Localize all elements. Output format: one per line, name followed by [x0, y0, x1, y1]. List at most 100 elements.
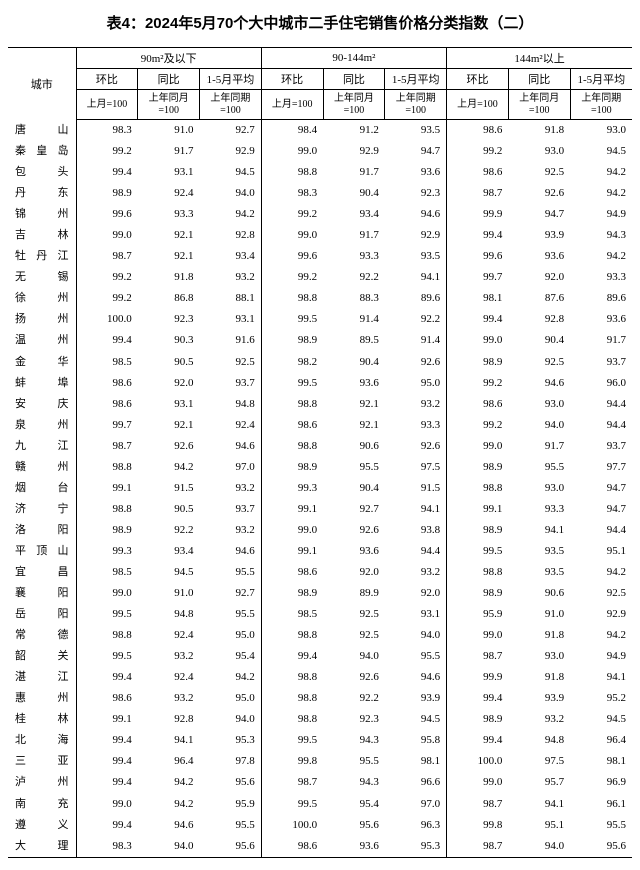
value-cell: 91.7 [323, 225, 385, 246]
value-cell: 92.4 [138, 183, 200, 204]
value-cell: 98.8 [261, 625, 323, 646]
value-cell: 95.4 [200, 646, 262, 667]
value-cell: 91.0 [138, 583, 200, 604]
value-cell: 92.2 [323, 688, 385, 709]
city-cell: 烟台 [8, 478, 76, 499]
value-cell: 98.2 [261, 352, 323, 373]
value-cell: 94.2 [570, 183, 632, 204]
value-cell: 92.2 [323, 267, 385, 288]
value-cell: 94.8 [200, 394, 262, 415]
city-cell: 赣州 [8, 457, 76, 478]
value-cell: 100.0 [447, 751, 509, 772]
value-cell: 95.0 [200, 688, 262, 709]
value-cell: 89.5 [323, 330, 385, 351]
table-title: 表4：2024年5月70个大中城市二手住宅销售价格分类指数（二） [8, 12, 632, 33]
table-row: 锦州99.693.394.299.293.494.699.994.794.9 [8, 204, 632, 225]
value-cell: 98.9 [76, 520, 138, 541]
value-cell: 93.7 [200, 499, 262, 520]
value-cell: 93.8 [385, 520, 447, 541]
city-cell: 秦皇岛 [8, 141, 76, 162]
value-cell: 93.2 [138, 646, 200, 667]
city-cell: 平顶山 [8, 541, 76, 562]
value-cell: 98.6 [261, 562, 323, 583]
table-body: 唐山98.391.092.798.491.293.598.691.893.0秦皇… [8, 120, 632, 858]
city-cell: 唐山 [8, 120, 76, 142]
value-cell: 92.4 [138, 667, 200, 688]
value-cell: 93.2 [385, 394, 447, 415]
city-cell: 丹东 [8, 183, 76, 204]
value-cell: 98.9 [447, 457, 509, 478]
value-cell: 99.6 [261, 246, 323, 267]
value-cell: 92.1 [138, 415, 200, 436]
hdr-sub: 1-5月平均 [385, 69, 447, 90]
value-cell: 87.6 [508, 288, 570, 309]
value-cell: 98.6 [261, 836, 323, 858]
table-row: 赣州98.894.297.098.995.597.598.995.597.7 [8, 457, 632, 478]
value-cell: 93.2 [200, 267, 262, 288]
value-cell: 88.3 [323, 288, 385, 309]
value-cell: 92.9 [385, 225, 447, 246]
value-cell: 93.1 [200, 309, 262, 330]
value-cell: 92.3 [323, 709, 385, 730]
value-cell: 94.1 [138, 730, 200, 751]
value-cell: 98.8 [261, 709, 323, 730]
value-cell: 94.6 [508, 373, 570, 394]
table-row: 桂林99.192.894.098.892.394.598.993.294.5 [8, 709, 632, 730]
value-cell: 92.5 [508, 162, 570, 183]
value-cell: 99.2 [261, 204, 323, 225]
city-cell: 洛阳 [8, 520, 76, 541]
value-cell: 94.7 [570, 478, 632, 499]
value-cell: 99.7 [447, 267, 509, 288]
value-cell: 94.4 [385, 541, 447, 562]
value-cell: 94.0 [200, 709, 262, 730]
value-cell: 98.6 [447, 162, 509, 183]
price-index-table: 城市 90m²及以下 90-144m² 144m²以上 环比 同比 1-5月平均… [8, 47, 632, 858]
value-cell: 94.4 [570, 394, 632, 415]
value-cell: 96.4 [138, 751, 200, 772]
value-cell: 100.0 [261, 815, 323, 836]
value-cell: 91.7 [508, 436, 570, 457]
city-cell: 蚌埠 [8, 373, 76, 394]
value-cell: 93.9 [508, 225, 570, 246]
value-cell: 92.5 [200, 352, 262, 373]
value-cell: 92.7 [200, 583, 262, 604]
value-cell: 94.1 [508, 520, 570, 541]
value-cell: 94.6 [200, 541, 262, 562]
value-cell: 93.4 [138, 541, 200, 562]
value-cell: 92.6 [385, 352, 447, 373]
value-cell: 91.5 [385, 478, 447, 499]
table-row: 三亚99.496.497.899.895.598.1100.097.598.1 [8, 751, 632, 772]
value-cell: 92.8 [200, 225, 262, 246]
table-row: 平顶山99.393.494.699.193.694.499.593.595.1 [8, 541, 632, 562]
table-row: 湛江99.492.494.298.892.694.699.991.894.1 [8, 667, 632, 688]
city-cell: 泸州 [8, 772, 76, 793]
value-cell: 98.7 [447, 836, 509, 858]
value-cell: 97.0 [385, 794, 447, 815]
value-cell: 98.7 [447, 646, 509, 667]
value-cell: 98.8 [76, 499, 138, 520]
table-row: 温州99.490.391.698.989.591.499.090.491.7 [8, 330, 632, 351]
hdr-sub: 同比 [138, 69, 200, 90]
value-cell: 89.6 [570, 288, 632, 309]
value-cell: 95.3 [385, 836, 447, 858]
value-cell: 88.1 [200, 288, 262, 309]
value-cell: 96.9 [570, 772, 632, 793]
value-cell: 92.0 [138, 373, 200, 394]
table-row: 烟台99.191.593.299.390.491.598.893.094.7 [8, 478, 632, 499]
value-cell: 94.9 [570, 646, 632, 667]
value-cell: 98.7 [447, 794, 509, 815]
value-cell: 94.3 [323, 730, 385, 751]
value-cell: 90.5 [138, 499, 200, 520]
value-cell: 94.3 [323, 772, 385, 793]
city-cell: 济宁 [8, 499, 76, 520]
table-row: 襄阳99.091.092.798.989.992.098.990.692.5 [8, 583, 632, 604]
value-cell: 99.4 [76, 772, 138, 793]
value-cell: 94.2 [570, 562, 632, 583]
value-cell: 98.4 [261, 120, 323, 142]
value-cell: 98.3 [261, 183, 323, 204]
hdr-group-2: 90-144m² [261, 48, 446, 69]
value-cell: 95.9 [200, 794, 262, 815]
table-row: 九江98.792.694.698.890.692.699.091.793.7 [8, 436, 632, 457]
value-cell: 98.8 [261, 162, 323, 183]
value-cell: 99.4 [447, 730, 509, 751]
